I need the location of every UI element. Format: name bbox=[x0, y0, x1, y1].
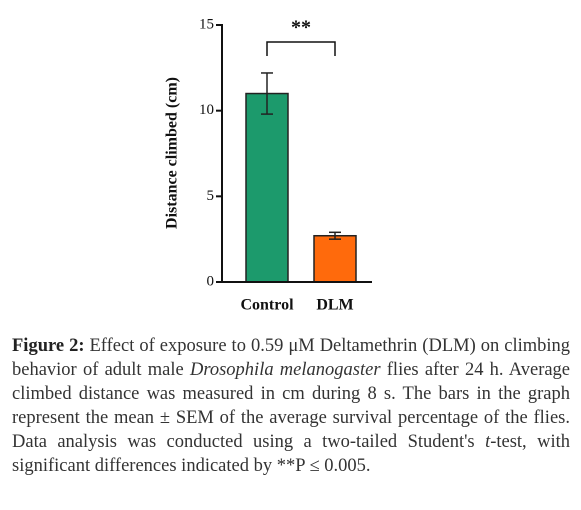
y-axis-label: Distance climbed (cm) bbox=[164, 77, 181, 229]
caption-t: t bbox=[485, 432, 491, 452]
y-tick-label: 5 bbox=[207, 188, 215, 204]
caption-text: -test, with significant differences indi… bbox=[12, 432, 570, 476]
caption-label: Figure 2: bbox=[12, 336, 85, 356]
bar bbox=[313, 234, 357, 283]
y-tick-label: 10 bbox=[199, 102, 214, 118]
caption-text: flies after 24 h. Average climbed distan… bbox=[12, 360, 571, 452]
bar bbox=[245, 92, 289, 283]
x-tick-label: Control bbox=[240, 297, 294, 314]
y-tick-label: 15 bbox=[199, 16, 214, 32]
chart: Distance climbed (cm) 0 5 10 15 Control DLM ** bbox=[164, 16, 372, 314]
caption-species: Drosophila melanogaster bbox=[189, 360, 381, 380]
x-tick-label: DLM bbox=[316, 297, 353, 314]
significance-label: ** bbox=[291, 17, 311, 39]
significance-bracket bbox=[266, 41, 336, 56]
y-tick-label: 0 bbox=[207, 273, 215, 289]
caption-text: Effect of exposure to 0.59 μM Deltamethr… bbox=[12, 336, 571, 380]
caption: Figure 2: Effect of exposure to 0.59 μM … bbox=[12, 334, 570, 478]
